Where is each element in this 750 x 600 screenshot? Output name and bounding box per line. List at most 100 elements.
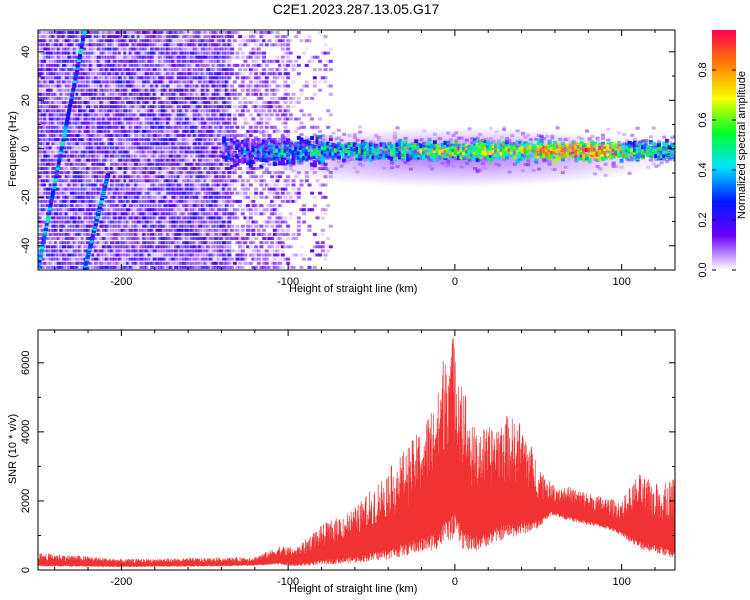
heatmap-cell	[83, 237, 88, 240]
heatmap-cell	[139, 72, 144, 76]
heatmap-cell	[174, 109, 179, 113]
heatmap-cell	[139, 146, 144, 150]
heatmap-cell	[88, 171, 93, 175]
heatmap-cell	[150, 35, 155, 39]
heatmap-cell	[219, 125, 224, 129]
heatmap-cell	[131, 265, 136, 269]
heatmap-cell	[96, 183, 101, 187]
heatmap-cell	[198, 101, 203, 104]
heatmap-cell	[78, 31, 82, 34]
heatmap-cell	[198, 138, 203, 142]
heatmap-cell	[112, 158, 117, 162]
heatmap-cell	[182, 31, 187, 34]
heatmap-cell	[38, 80, 42, 84]
heatmap-cell	[142, 105, 147, 109]
heatmap-cell	[246, 39, 251, 43]
heatmap-cell	[147, 253, 152, 257]
heatmap-cell	[38, 63, 42, 67]
heatmap-cell	[78, 249, 82, 253]
heatmap-cell	[72, 191, 77, 195]
heatmap-cell	[176, 59, 181, 63]
heatmap-cell	[243, 195, 248, 199]
heatmap-cell	[40, 47, 45, 51]
heatmap-cell	[152, 171, 157, 175]
heatmap-cell	[240, 125, 245, 129]
heatmap-cell	[54, 191, 58, 195]
heatmap-cell	[112, 237, 117, 240]
heatmap-cell	[112, 72, 117, 76]
heatmap-cell	[88, 105, 93, 109]
heatmap-cell	[118, 245, 122, 249]
heatmap-cell	[51, 59, 56, 63]
heatmap-cell	[224, 253, 229, 257]
heatmap-cell	[67, 55, 72, 59]
heatmap-cell	[176, 253, 181, 257]
heatmap-cell	[88, 232, 93, 236]
heatmap-cell	[264, 76, 269, 80]
heatmap-cell	[118, 84, 122, 88]
heatmap-cell	[139, 35, 144, 39]
heatmap-cell	[147, 59, 152, 63]
heatmap-cell	[158, 134, 163, 137]
heatmap-cell	[256, 80, 261, 84]
heatmap-cell	[224, 129, 229, 133]
heatmap-cell	[147, 162, 152, 166]
heatmap-cell	[54, 265, 58, 269]
heatmap-cell	[160, 55, 165, 59]
heatmap-cell	[56, 84, 61, 88]
heatmap-cell	[203, 47, 208, 51]
heatmap-cell	[190, 125, 195, 129]
heatmap-cell	[216, 245, 221, 249]
heatmap-cell	[222, 183, 227, 187]
heatmap-cell	[107, 68, 112, 72]
heatmap-cell	[171, 72, 176, 76]
heatmap-cell	[195, 241, 200, 245]
heatmap-cell	[184, 76, 189, 80]
heatmap-cell	[86, 125, 90, 129]
heatmap-cell	[203, 265, 208, 269]
heatmap-cell	[118, 129, 122, 133]
heatmap-cell	[142, 245, 147, 249]
heatmap-cell	[59, 195, 64, 199]
heatmap-cell	[104, 220, 109, 224]
heatmap-cell	[91, 142, 96, 146]
heatmap-cell	[88, 208, 93, 212]
heatmap-cell	[139, 237, 144, 240]
heatmap-cell	[168, 237, 173, 240]
heatmap-cell	[142, 162, 147, 166]
heatmap-cell	[107, 224, 112, 228]
heatmap-cell	[86, 224, 90, 228]
heatmap-cell	[70, 241, 74, 245]
heatmap-cell	[54, 129, 58, 133]
heatmap-cell	[155, 171, 160, 175]
heatmap-cell	[144, 187, 149, 191]
heatmap-cell	[184, 162, 189, 166]
heatmap-cell	[120, 84, 125, 88]
heatmap-cell	[72, 134, 77, 137]
heatmap-cell	[94, 199, 98, 203]
heatmap-cell	[198, 43, 203, 47]
heatmap-cell	[222, 179, 227, 183]
heatmap-cell	[118, 204, 122, 208]
heatmap-cell	[40, 109, 45, 113]
heatmap-cell	[171, 224, 176, 228]
heatmap-cell	[206, 109, 211, 113]
heatmap-cell	[227, 105, 232, 109]
heatmap-cell	[83, 129, 88, 133]
heatmap-cell	[203, 134, 208, 137]
heatmap-cell	[86, 158, 90, 162]
heatmap-cell	[155, 253, 160, 257]
heatmap-cell	[94, 162, 98, 166]
heatmap-cell	[254, 68, 259, 72]
heatmap-cell	[62, 187, 66, 191]
heatmap-cell	[214, 63, 219, 67]
heatmap-cell	[224, 208, 229, 212]
heatmap-cell	[264, 146, 269, 150]
heatmap-cell	[96, 261, 101, 265]
heatmap-cell	[243, 183, 248, 187]
heatmap-cell	[174, 158, 179, 162]
heatmap-cell	[110, 43, 114, 47]
heatmap-cell	[262, 51, 267, 55]
heatmap-cell	[40, 187, 45, 191]
heatmap-cell	[83, 43, 88, 47]
